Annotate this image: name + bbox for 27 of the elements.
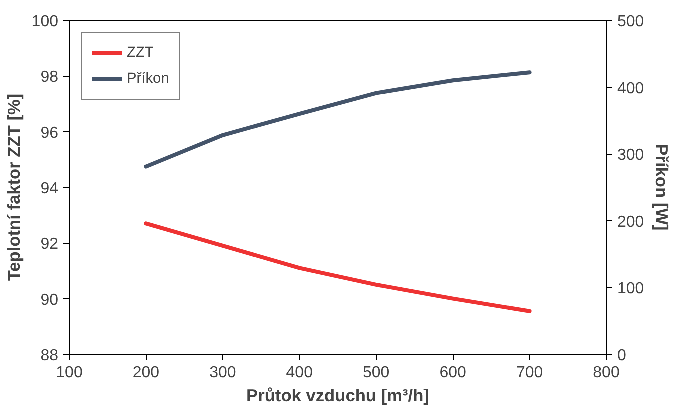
- y-tick-label: 98: [40, 69, 59, 86]
- y-axis-title: Teplotní faktor ZZT [%]: [4, 94, 24, 282]
- legend-label: ZZT: [127, 45, 154, 61]
- y2-tick-label: 300: [618, 147, 644, 164]
- x-tick-label: 100: [56, 364, 83, 382]
- line-series: [144, 222, 532, 314]
- x-axis-title: Průtok vzduchu [m³/h]: [246, 386, 430, 406]
- legend-label: Příkon: [127, 71, 170, 87]
- x-tick-label: 300: [210, 364, 236, 382]
- y2-tick-label: 400: [618, 80, 644, 98]
- y2-tick-label: 100: [618, 280, 644, 298]
- x-tick-label: 200: [132, 364, 160, 382]
- y-tick-label: 96: [40, 124, 59, 142]
- x-tick-label: 500: [363, 364, 390, 382]
- y2-tick-label: 500: [618, 14, 644, 30]
- y-tick-label: 92: [40, 236, 59, 254]
- y2-tick-label: 200: [618, 214, 644, 231]
- x-tick-label: 400: [286, 364, 314, 382]
- y-tick-label: 90: [40, 292, 59, 309]
- y-tick-label: 88: [40, 348, 59, 364]
- x-tick-label: 600: [440, 364, 467, 382]
- x-tick-label: 700: [516, 364, 544, 382]
- y2-axis-title: Příkon [W]: [652, 144, 672, 231]
- y2-tick-label: 0: [618, 348, 626, 364]
- y-tick-label: 94: [40, 180, 59, 198]
- y-tick-label: 100: [32, 14, 59, 30]
- x-tick-label: 800: [593, 364, 620, 382]
